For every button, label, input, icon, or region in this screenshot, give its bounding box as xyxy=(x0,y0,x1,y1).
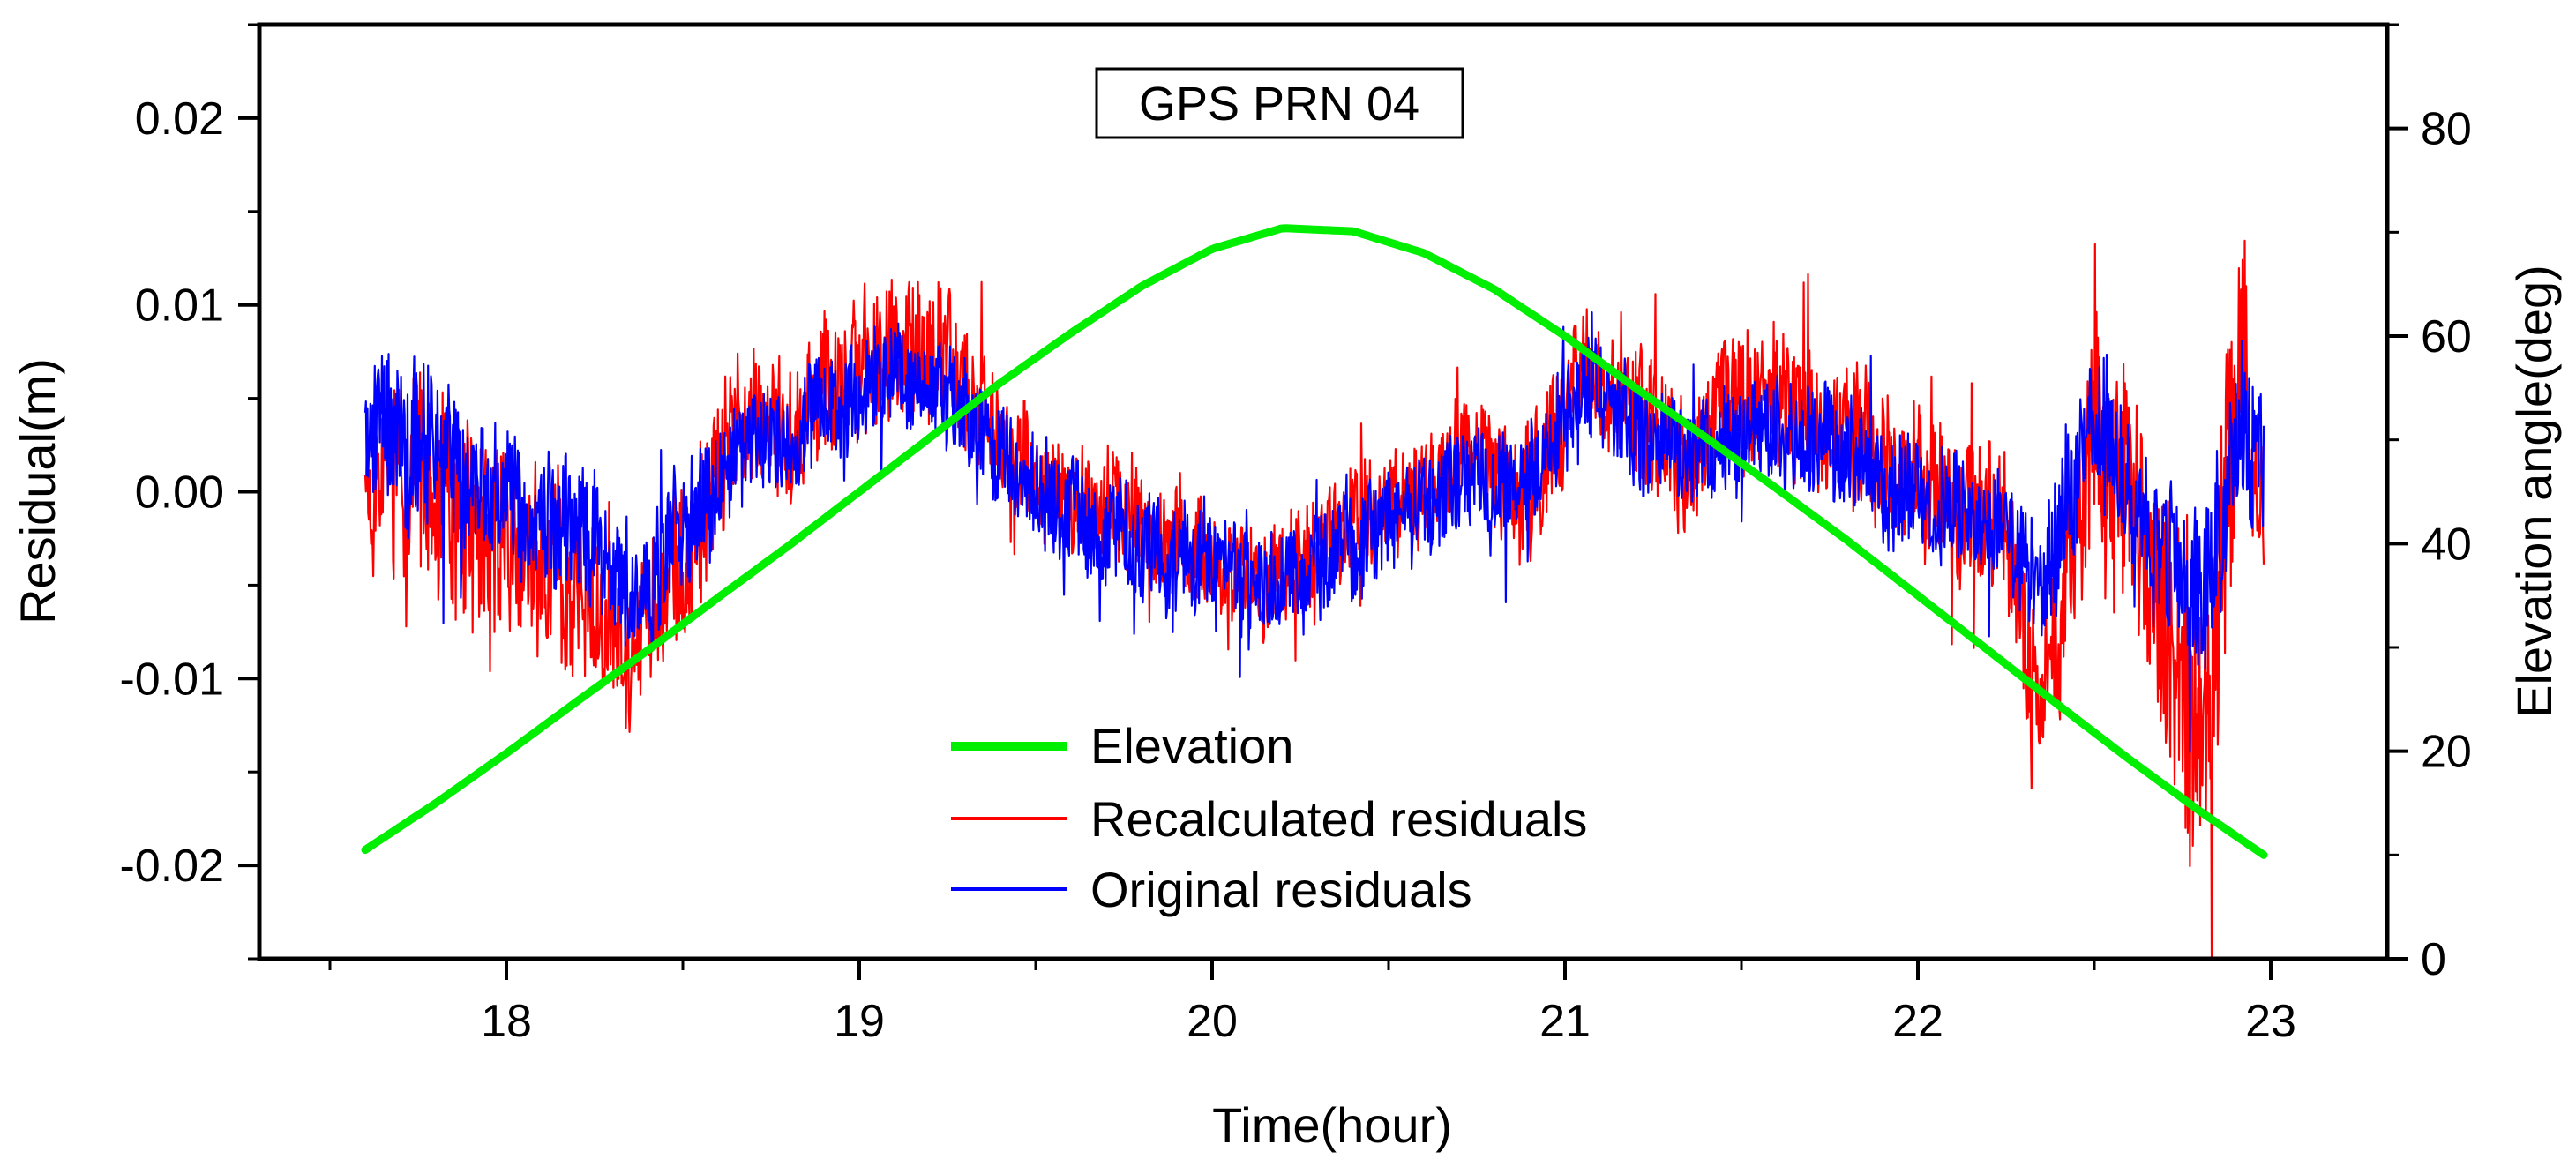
y-tick-label: -0.02 xyxy=(119,841,224,892)
y2-tick-label: 20 xyxy=(2421,727,2472,778)
series-original-residuals xyxy=(363,311,2265,753)
y-tick-label: 0.00 xyxy=(135,467,224,519)
x-tick-label: 21 xyxy=(1539,996,1591,1047)
y-tick-label: -0.01 xyxy=(119,654,224,705)
y-tick-label: 0.01 xyxy=(135,280,224,332)
legend-label-recalculated: Recalculated residuals xyxy=(1090,791,1587,847)
chart-title-box xyxy=(1095,67,1464,139)
x-tick-label: 18 xyxy=(481,996,532,1047)
x-tick-label: 20 xyxy=(1187,996,1238,1047)
chart-title: GPS PRN 04 xyxy=(1139,78,1419,131)
legend-label-original: Original residuals xyxy=(1090,862,1472,917)
y2-axis-title: Elevation angle(deg) xyxy=(2506,265,2562,718)
y2-tick-label: 40 xyxy=(2421,519,2472,570)
y-axis-title: Residual(m) xyxy=(10,358,65,624)
x-tick-label: 23 xyxy=(2245,996,2296,1047)
legend: Elevation Recalculated residuals Origina… xyxy=(951,718,1587,917)
x-tick-label: 22 xyxy=(1892,996,1943,1047)
y2-tick-label: 0 xyxy=(2421,934,2446,985)
y2-tick-label: 80 xyxy=(2421,104,2472,155)
series-elevation xyxy=(361,224,2268,859)
x-axis-title: Time(hour) xyxy=(1212,1097,1452,1153)
y2-tick-label: 60 xyxy=(2421,311,2472,363)
legend-label-elevation: Elevation xyxy=(1090,718,1293,774)
y-tick-label: 0.02 xyxy=(135,93,224,145)
x-tick-label: 19 xyxy=(834,996,885,1047)
